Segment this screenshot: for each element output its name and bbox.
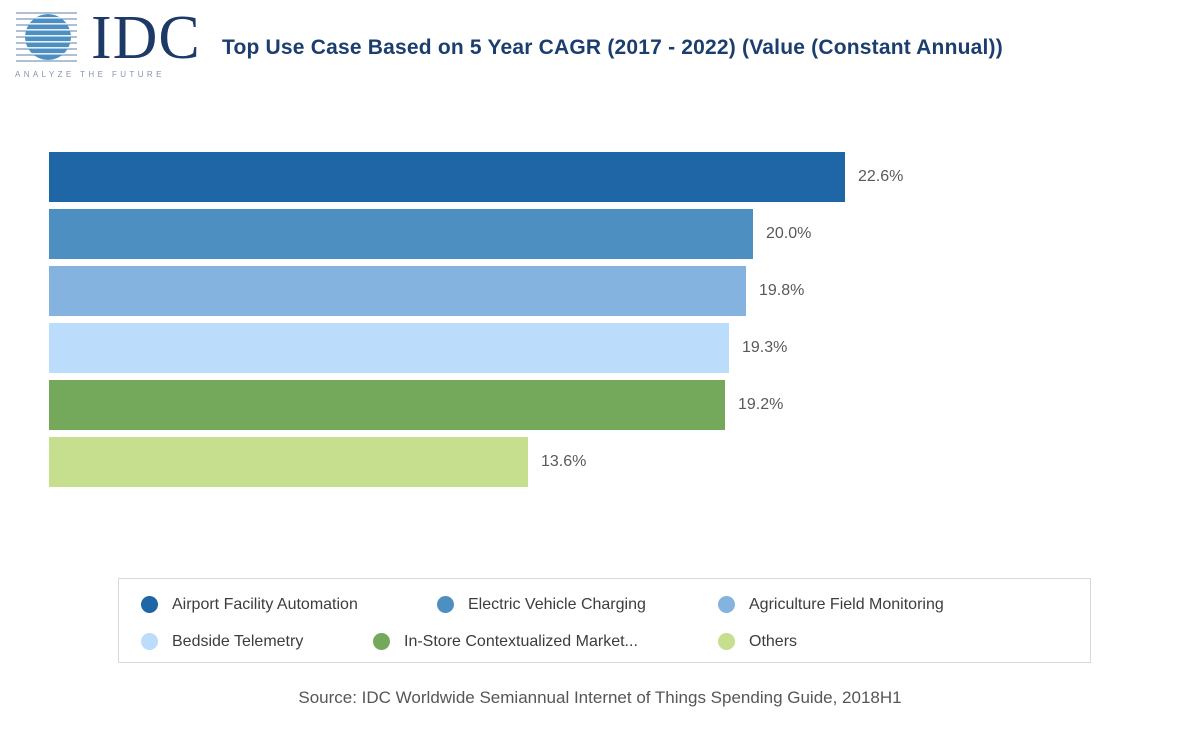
legend: Airport Facility Automation Electric Vehi… (118, 578, 1091, 663)
idc-wordmark: IDC (91, 4, 201, 72)
bar-2 (49, 209, 753, 259)
bar-1 (49, 152, 845, 202)
bar-value-label: 22.6% (858, 168, 904, 185)
bar-row: 20.0% (49, 209, 1159, 259)
legend-label: Bedside Telemetry (172, 632, 304, 650)
legend-item: Bedside Telemetry (141, 633, 373, 651)
legend-item: Agriculture Field Monitoring (718, 596, 944, 614)
legend-dot-icon (718, 596, 735, 613)
idc-logo-top: IDC (15, 4, 205, 72)
legend-dot-icon (141, 633, 158, 650)
legend-label: Others (749, 632, 798, 650)
bar-row: 19.3% (49, 323, 1159, 373)
legend-label: In-Store Contextualized Market... (404, 632, 638, 650)
idc-tagline: ANALYZE THE FUTURE (15, 70, 165, 79)
legend-item: Electric Vehicle Charging (437, 596, 718, 614)
bar-5 (49, 380, 725, 430)
legend-label: Electric Vehicle Charging (468, 595, 646, 613)
bar-chart: 22.6% 20.0% 19.8% 19.3% 19.2% 13.6% (49, 152, 1159, 494)
bar-row: 19.8% (49, 266, 1159, 316)
legend-dot-icon (141, 596, 158, 613)
idc-globe-icon (16, 12, 77, 62)
bar-row: 19.2% (49, 380, 1159, 430)
legend-label: Agriculture Field Monitoring (749, 595, 944, 613)
source-text: Source: IDC Worldwide Semiannual Interne… (298, 688, 902, 707)
bar-4 (49, 323, 729, 373)
legend-dot-icon (437, 596, 454, 613)
legend-dot-icon (373, 633, 390, 650)
bar-3 (49, 266, 746, 316)
legend-row: Bedside Telemetry In-Store Contextualized… (141, 623, 1090, 660)
bar-value-label: 13.6% (541, 453, 587, 470)
bar-value-label: 20.0% (766, 225, 812, 242)
legend-item: In-Store Contextualized Market... (373, 633, 718, 651)
bar-row: 22.6% (49, 152, 1159, 202)
legend-item: Others (718, 633, 797, 651)
bar-value-label: 19.8% (759, 282, 805, 299)
bar-6 (49, 437, 528, 487)
bar-row: 13.6% (49, 437, 1159, 487)
legend-item: Airport Facility Automation (141, 596, 437, 614)
legend-row: Airport Facility Automation Electric Vehi… (141, 586, 1090, 623)
bar-value-label: 19.2% (738, 396, 784, 413)
bar-value-label: 19.3% (742, 339, 788, 356)
legend-label: Airport Facility Automation (172, 595, 358, 613)
legend-dot-icon (718, 633, 735, 650)
idc-logo: IDC ANALYZE THE FUTURE (15, 4, 205, 79)
chart-title: Top Use Case Based on 5 Year CAGR (2017 … (222, 36, 1003, 59)
